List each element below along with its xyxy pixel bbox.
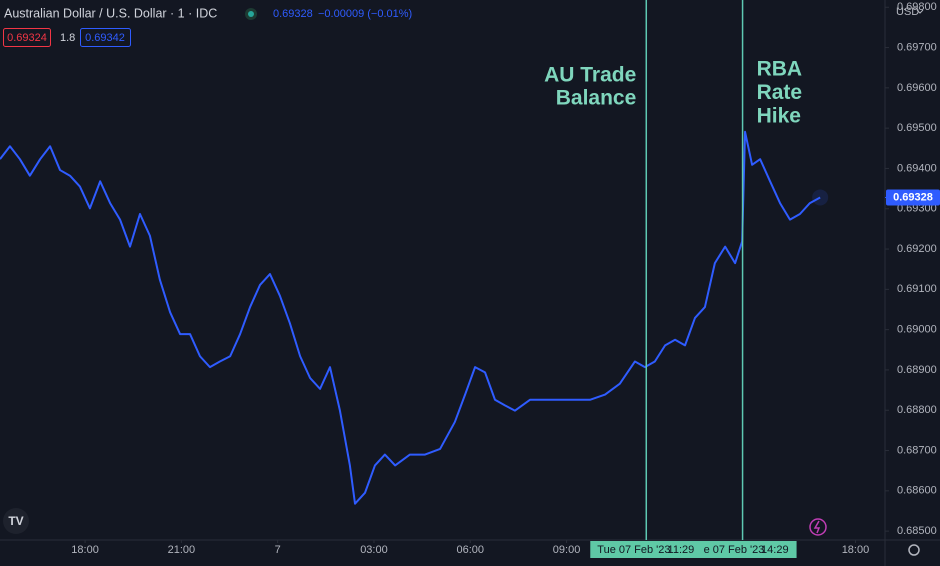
y-tick-label: 0.69600 [897, 82, 937, 94]
y-tick-label: 0.69700 [897, 41, 937, 53]
x-tick-label: 7 [275, 544, 281, 556]
crosshair-date: e 07 Feb '23 [704, 544, 765, 556]
event-label: RBA [757, 58, 803, 81]
crosshair-time: 14:29 [761, 544, 789, 556]
crosshair-time: 11:29 [668, 544, 695, 556]
spread: 1.8 [60, 32, 75, 44]
last-point-halo [812, 189, 829, 206]
y-tick-label: 0.69500 [897, 122, 937, 134]
event-label: Rate [757, 81, 803, 104]
x-tick-label: 18:00 [842, 544, 870, 556]
x-tick-label: 06:00 [457, 544, 485, 556]
event-label: Hike [757, 105, 801, 128]
header-price: 0.69328 [273, 8, 313, 20]
x-tick-label: 18:00 [71, 544, 99, 556]
logo-mark: TV [8, 514, 23, 528]
currency-dropdown[interactable] [916, 9, 924, 14]
bid-price: 0.69324 [7, 32, 47, 44]
y-tick-label: 0.68700 [897, 444, 937, 456]
y-tick-label: 0.69400 [897, 162, 937, 174]
y-tick-label: 0.69000 [897, 324, 937, 336]
bid-box[interactable] [3, 28, 51, 47]
ask-price: 0.69342 [85, 32, 125, 44]
currency[interactable]: USD [896, 6, 919, 18]
y-tick-label: 0.68600 [897, 485, 937, 497]
y-tick-label: 0.69100 [897, 283, 937, 295]
y-tick-label: 0.68800 [897, 404, 937, 416]
symbol-title: Australian Dollar / U.S. Dollar · 1 · ID… [4, 6, 217, 20]
y-tick-label: 0.69300 [897, 203, 937, 215]
crosshair-time-box [590, 541, 703, 558]
y-tick-label: 0.69800 [897, 1, 937, 13]
y-tick-label: 0.68900 [897, 364, 937, 376]
y-tick-label: 0.68500 [897, 525, 937, 537]
price-line [0, 130, 821, 505]
event-label: Balance [556, 87, 637, 110]
alert-icon[interactable] [809, 518, 827, 536]
settings-icon[interactable] [908, 544, 920, 556]
event-label: AU Trade [544, 64, 636, 87]
market-status-dot [248, 11, 254, 17]
x-tick-label: 09:00 [553, 544, 581, 556]
crosshair-date: Tue 07 Feb '23 [597, 544, 670, 556]
last-price-label: 0.69328 [893, 191, 933, 203]
y-tick-label: 0.69200 [897, 243, 937, 255]
ask-box[interactable] [80, 28, 131, 47]
last-price-box [886, 189, 940, 206]
tv-logo: TV [3, 508, 29, 534]
x-tick-label: 03:00 [360, 544, 388, 556]
header: Australian Dollar / U.S. Dollar · 1 · ID… [3, 6, 924, 47]
plot-area [0, 130, 829, 505]
header-change: −0.00009 (−0.01%) [318, 8, 412, 20]
crosshair-time-box [696, 541, 797, 558]
x-tick-label: 21:00 [168, 544, 196, 556]
